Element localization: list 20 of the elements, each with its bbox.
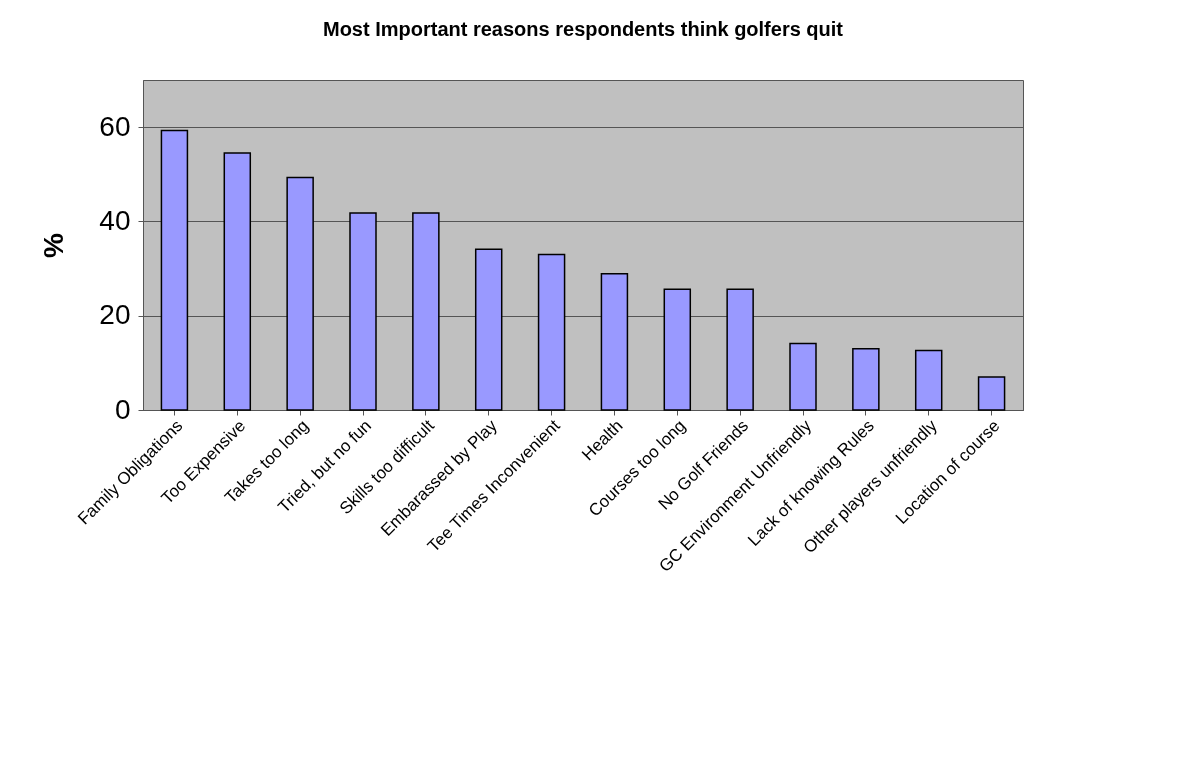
bar bbox=[726, 288, 754, 411]
bar bbox=[223, 152, 252, 411]
bar bbox=[914, 349, 943, 411]
bar bbox=[286, 176, 314, 411]
chart-title: Most Important reasons respondents think golfers quit bbox=[322, 18, 844, 40]
bar bbox=[977, 376, 1006, 411]
bar bbox=[160, 129, 189, 411]
y-tick-label: 60 bbox=[99, 110, 131, 142]
bar bbox=[474, 248, 503, 411]
bar bbox=[789, 342, 817, 411]
bar bbox=[600, 273, 629, 411]
y-tick-label: 0 bbox=[114, 393, 131, 425]
bar bbox=[663, 288, 692, 411]
bar bbox=[537, 253, 566, 411]
bar bbox=[852, 347, 880, 411]
bar bbox=[349, 212, 377, 411]
y-tick-label: 40 bbox=[99, 204, 131, 236]
y-axis-title: % bbox=[38, 232, 70, 258]
bar bbox=[412, 212, 440, 411]
y-tick-label: 20 bbox=[99, 299, 131, 331]
